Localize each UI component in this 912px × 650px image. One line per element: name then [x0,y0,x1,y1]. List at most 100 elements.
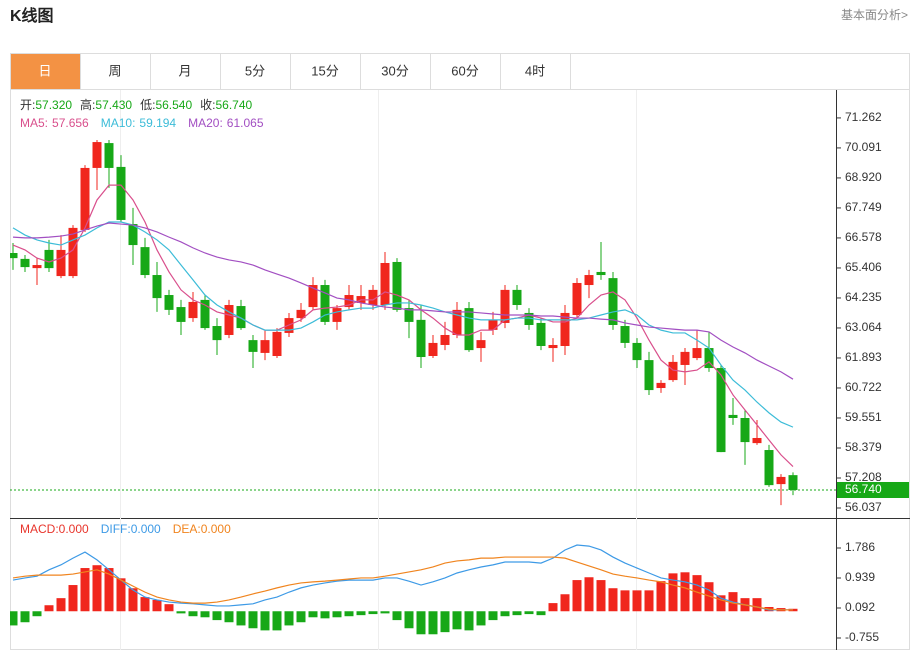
candle-body [332,308,342,322]
ohlc-name: 开: [20,98,35,112]
candle-body [392,261,402,310]
macd-bar [488,611,498,621]
macd-bar [80,568,90,612]
y-tick-label: 68.920 [845,170,882,184]
candle-body [776,476,786,485]
tab-label[interactable]: 日 [38,63,51,78]
macd-bar [704,582,714,612]
macd-legend: MACD:0.000 DIFF:0.000 DEA:0.000 [20,522,231,536]
last-price-label: 56.740 [845,482,882,496]
macd-bar [512,611,522,616]
candle-body [560,312,570,347]
macd-bar [548,603,558,612]
y-tick-label: 0.092 [845,600,875,614]
macd-bar [176,611,186,614]
candle-body [440,334,450,345]
ohlc-value: 57.430 [95,98,132,112]
candle-body [668,361,678,381]
tab-label[interactable]: 5分 [245,63,265,78]
y-tick-label: 70.091 [845,140,882,154]
macd-bar [308,611,318,618]
ma-line [12,221,794,428]
candle-body [248,340,258,352]
candle-body [164,295,174,310]
y-tick-label: 67.749 [845,200,882,214]
macd-bar [200,611,210,618]
candle-body [512,289,522,306]
macd-bar [572,580,582,612]
tab-label[interactable]: 15分 [311,63,338,78]
candle-body [728,414,738,419]
last-price-box [837,481,909,498]
candle-body [80,167,90,230]
tab-label[interactable]: 周 [108,63,121,78]
tab-label[interactable]: 4时 [525,63,545,78]
macd-name: DEA: [173,522,201,536]
page-title: K线图 [10,6,54,25]
y-tick-label: 59.551 [845,410,882,424]
tab[interactable] [290,53,361,90]
candle-body [200,299,210,329]
macd-bar [344,611,354,617]
macd-bar [104,568,114,612]
ma-name: MA20: [188,116,223,130]
y-tick-label: 66.578 [845,230,882,244]
macd-bar [188,611,198,617]
candle-body [380,262,390,306]
y-tick-label: 57.208 [845,470,882,484]
macd-bar [236,611,246,626]
macd-bar [584,577,594,612]
macd-bar [296,611,306,623]
macd-bar [752,598,762,612]
macd-bar [116,578,126,612]
macd-bar [44,605,54,612]
tab[interactable] [150,53,221,90]
plot-area [10,140,798,635]
macd-bar [10,611,18,626]
tab[interactable] [500,53,571,90]
candle-body [428,342,438,356]
ma-line [12,222,794,380]
tab[interactable] [220,53,291,90]
macd-bar [716,595,726,612]
tab-label[interactable]: 60分 [451,63,478,78]
macd-bar [380,611,390,614]
macd-bar [320,611,330,619]
macd-value: 0.000 [131,522,161,536]
candle-body [212,326,222,341]
macd-bar [68,585,78,612]
candle-body [44,249,54,269]
candle-body [524,312,534,325]
macd-bar [476,611,486,626]
macd-bar [224,611,234,623]
ma-value: 61.065 [227,116,264,130]
candle-body [608,278,618,325]
macd-name: DIFF: [101,522,131,536]
candle-body [476,340,486,349]
macd-bar [500,611,510,617]
macd-bar [392,611,402,621]
tab-label[interactable]: 月 [178,63,191,78]
candle-body [452,309,462,335]
tab[interactable] [80,53,151,90]
ohlc-value: 56.740 [215,98,252,112]
y-tick-label: 65.406 [845,260,882,274]
ma-line [12,184,794,467]
fundamental-link[interactable]: 基本面分析> [841,8,908,22]
ohlc-name: 高: [80,97,95,112]
candle-body [704,348,714,369]
candle-body [236,306,246,329]
candle-body [764,450,774,486]
macd-bar [560,594,570,612]
macd-bar [608,588,618,612]
tab[interactable] [10,53,81,90]
macd-bar [56,598,66,612]
tab[interactable] [430,53,501,90]
tab-label[interactable]: 30分 [381,63,408,78]
candle-body [32,265,42,269]
candle-body [10,253,18,259]
candle-body [416,319,426,358]
candle-body [404,308,414,322]
ohlc-name: 低: [140,98,155,112]
